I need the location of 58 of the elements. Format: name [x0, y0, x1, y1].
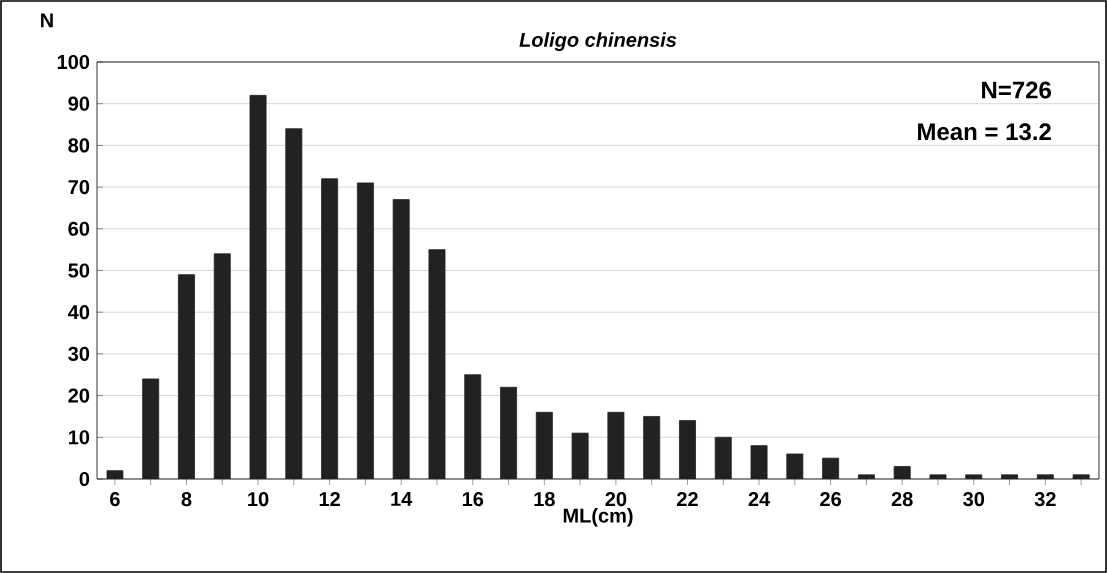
bar: [893, 466, 911, 479]
bar: [714, 436, 732, 479]
y-tick-label: 100: [57, 54, 90, 70]
bar: [356, 182, 374, 479]
x-tick-label: 32: [1034, 492, 1056, 507]
x-tick-label: 12: [319, 492, 340, 507]
bar: [822, 457, 840, 479]
bar: [1072, 474, 1090, 479]
y-tick-label: 50: [68, 263, 90, 278]
bar: [607, 411, 625, 479]
bar: [1036, 474, 1054, 479]
bar: [500, 386, 517, 479]
y-tick-label: 30: [68, 346, 90, 361]
bar: [285, 128, 303, 479]
y-tick-label: 10: [68, 430, 90, 445]
bar: [535, 411, 553, 479]
x-tick-label: 30: [963, 492, 985, 507]
x-tick-label: 28: [891, 492, 913, 507]
bar: [1001, 474, 1018, 479]
y-tick-label: 0: [79, 471, 90, 487]
x-tick-label: 24: [748, 492, 771, 507]
bar: [249, 94, 267, 479]
bar: [750, 445, 768, 479]
y-tick-label: 40: [68, 305, 90, 320]
x-tick-label: 18: [534, 492, 555, 507]
bar: [142, 378, 160, 479]
bar: [643, 416, 661, 479]
y-tick-label: 80: [68, 138, 90, 153]
x-tick-label: 22: [677, 492, 698, 507]
x-tick-label: 6: [110, 492, 120, 507]
bar: [786, 453, 804, 479]
x-axis-title: ML(cm): [563, 507, 633, 527]
bar: [857, 474, 875, 479]
bar: [321, 178, 339, 479]
x-tick-label: 14: [391, 492, 413, 506]
bar: [428, 249, 446, 479]
annotation: N=726: [982, 81, 1051, 99]
bar: [929, 474, 947, 479]
y-tick-label: 90: [68, 96, 90, 111]
bar: [178, 274, 195, 479]
bar: [679, 420, 696, 479]
bar: [965, 474, 983, 479]
y-tick-label: 60: [68, 221, 90, 236]
x-tick-label: 10: [248, 492, 269, 507]
x-tick-label: 16: [462, 492, 484, 507]
x-tick-label: 26: [820, 492, 842, 507]
chart-title: Loligo chinensis: [519, 32, 677, 51]
bar: [571, 432, 589, 479]
bar: [464, 374, 482, 479]
bar: [106, 470, 124, 479]
bar: [392, 199, 410, 479]
y-axis-title: N: [41, 13, 53, 28]
x-tick-label: 20: [605, 492, 627, 507]
x-tick-label: 8: [181, 492, 192, 507]
y-tick-label: 70: [68, 180, 90, 195]
y-tick-label: 20: [68, 388, 90, 403]
bar: [213, 253, 231, 479]
annotation: Mean = 13.2: [918, 123, 1051, 141]
